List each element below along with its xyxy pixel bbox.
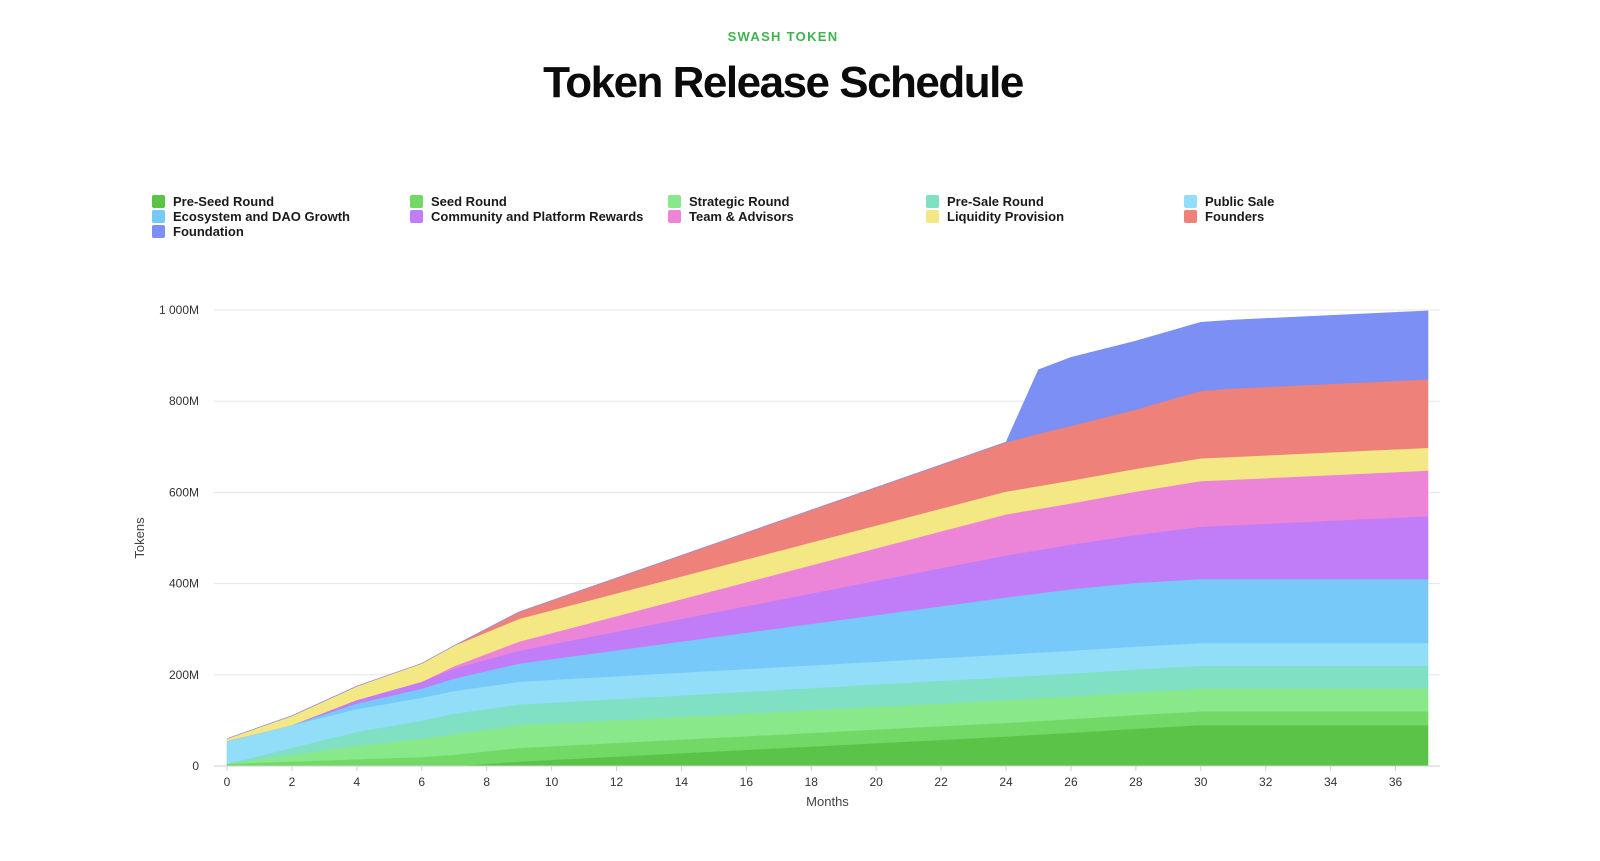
legend-item[interactable]: Public Sale [1184,194,1274,209]
legend-swatch [926,195,939,208]
x-tick-label: 0 [224,775,231,789]
chart-title: Token Release Schedule [543,58,1024,107]
x-tick-label: 20 [870,775,884,789]
legend-item[interactable]: Strategic Round [668,194,789,209]
legend-item[interactable]: Ecosystem and DAO Growth [152,209,350,224]
legend-label: Founders [1205,209,1265,224]
x-tick-label: 6 [418,775,425,789]
legend-item[interactable]: Pre-Seed Round [152,194,274,209]
legend-item[interactable]: Community and Platform Rewards [410,209,643,224]
y-tick-label: 600M [169,485,199,499]
x-tick-label: 2 [289,775,296,789]
y-tick-label: 0 [192,759,199,773]
y-tick-label: 400M [169,577,199,591]
series-area-10 [226,310,1429,739]
y-axis-title: Tokens [132,517,147,559]
legend-label: Community and Platform Rewards [431,209,644,224]
chart-eyebrow: SWASH TOKEN [727,29,839,44]
x-tick-label: 14 [675,775,689,789]
legend-swatch [668,210,681,223]
legend-label: Pre-Sale Round [947,194,1044,209]
y-tick-label: 200M [169,668,199,682]
legend-item[interactable]: Liquidity Provision [926,209,1064,224]
legend-label: Ecosystem and DAO Growth [173,209,350,224]
legend-swatch [668,195,681,208]
legend-item[interactable]: Seed Round [410,194,507,209]
legend-item[interactable]: Foundation [152,224,244,239]
legend-label: Public Sale [1205,194,1275,209]
x-tick-label: 12 [610,775,624,789]
legend-item[interactable]: Team & Advisors [668,209,794,224]
legend-swatch [152,195,165,208]
x-tick-label: 18 [805,775,819,789]
legend-label: Pre-Seed Round [173,194,275,209]
legend-label: Strategic Round [689,194,790,209]
legend-item[interactable]: Pre-Sale Round [926,194,1044,209]
x-tick-label: 16 [740,775,754,789]
legend-swatch [152,210,165,223]
legend-swatch [926,210,939,223]
legend-swatch [152,225,165,238]
x-tick-label: 30 [1194,775,1208,789]
legend-swatch [1184,210,1197,223]
x-tick-label: 26 [1064,775,1078,789]
x-tick-label: 4 [353,775,360,789]
legend-label: Foundation [173,224,244,239]
y-tick-label: 1 000M [159,303,199,317]
y-tick-label: 800M [169,394,199,408]
x-axis-title: Months [806,794,849,809]
x-tick-label: 32 [1259,775,1273,789]
x-tick-label: 22 [934,775,948,789]
x-tick-label: 28 [1129,775,1143,789]
x-tick-label: 10 [545,775,559,789]
legend-item[interactable]: Founders [1184,209,1264,224]
x-tick-label: 8 [483,775,490,789]
legend-label: Team & Advisors [689,209,794,224]
x-tick-label: 36 [1389,775,1403,789]
legend-swatch [410,210,423,223]
legend-label: Seed Round [431,194,507,209]
x-tick-label: 24 [999,775,1013,789]
legend-swatch [410,195,423,208]
legend-label: Liquidity Provision [947,209,1065,224]
legend-swatch [1184,195,1197,208]
x-tick-label: 34 [1324,775,1338,789]
